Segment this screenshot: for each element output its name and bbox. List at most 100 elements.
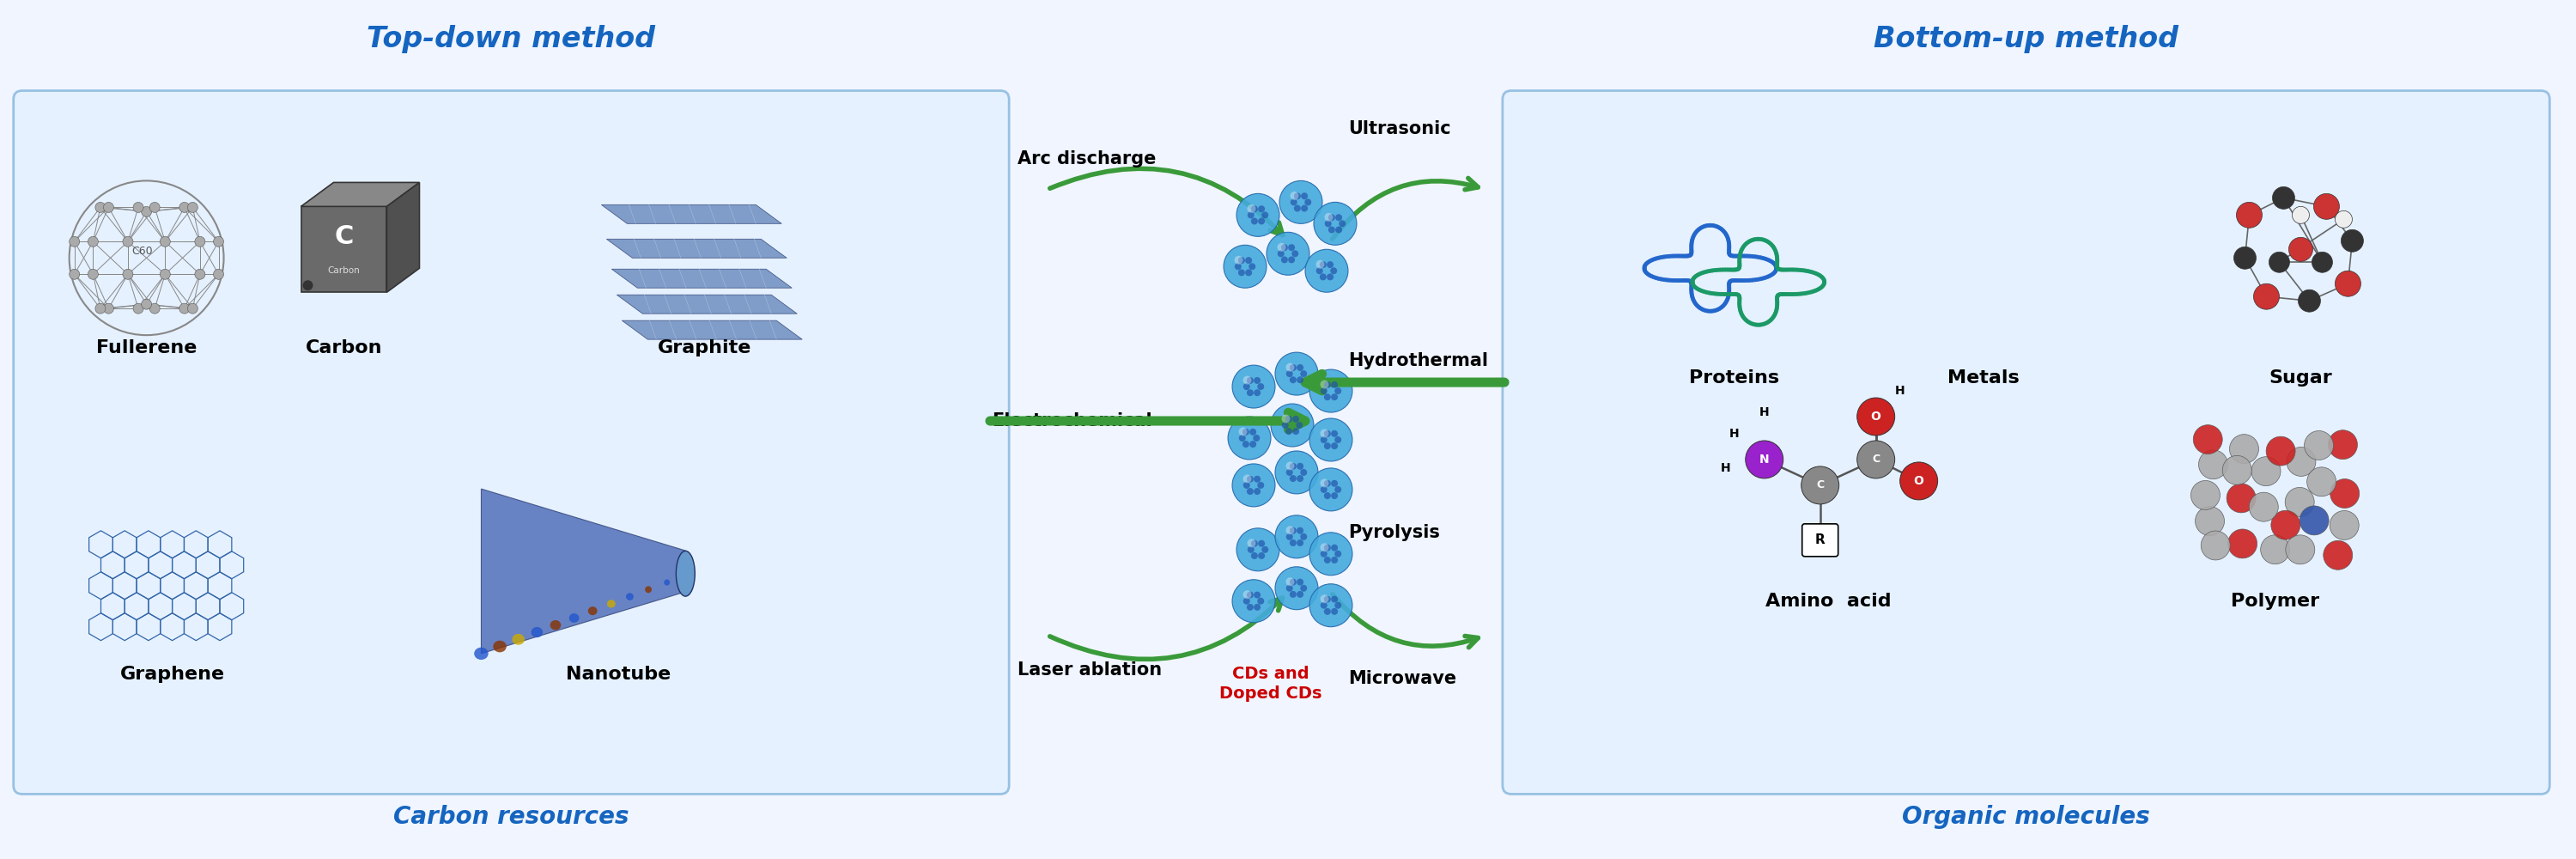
Circle shape <box>1324 381 1332 388</box>
Circle shape <box>1291 539 1296 546</box>
Circle shape <box>1334 436 1342 443</box>
Circle shape <box>2269 252 2290 272</box>
Circle shape <box>1332 393 1337 400</box>
Circle shape <box>1288 256 1296 263</box>
Text: Carbon: Carbon <box>307 339 381 356</box>
Circle shape <box>1296 475 1303 482</box>
Circle shape <box>1324 442 1332 449</box>
Ellipse shape <box>569 613 580 623</box>
Circle shape <box>1324 480 1332 487</box>
Circle shape <box>1262 546 1267 553</box>
Circle shape <box>2272 510 2300 539</box>
Circle shape <box>1244 376 1252 385</box>
Circle shape <box>95 202 106 212</box>
Ellipse shape <box>608 600 616 608</box>
Circle shape <box>1283 422 1288 429</box>
Text: Graphite: Graphite <box>657 339 752 356</box>
Circle shape <box>1255 389 1260 396</box>
Circle shape <box>1321 486 1327 493</box>
FancyBboxPatch shape <box>13 91 1010 794</box>
Circle shape <box>1252 540 1257 547</box>
Circle shape <box>149 303 160 314</box>
Text: Ultrasonic: Ultrasonic <box>1347 120 1450 137</box>
Text: C: C <box>1873 454 1880 465</box>
Circle shape <box>2306 431 2334 460</box>
Circle shape <box>1291 198 1298 205</box>
Circle shape <box>1334 387 1342 394</box>
Circle shape <box>2293 206 2308 223</box>
Circle shape <box>1244 482 1249 489</box>
Circle shape <box>1334 226 1342 233</box>
Circle shape <box>1332 442 1337 449</box>
Circle shape <box>1249 429 1257 436</box>
Circle shape <box>1329 226 1334 233</box>
Circle shape <box>1332 596 1337 603</box>
Circle shape <box>1334 214 1342 221</box>
Text: Carbon: Carbon <box>327 266 361 275</box>
Circle shape <box>1270 404 1314 447</box>
Circle shape <box>2300 506 2329 535</box>
Circle shape <box>1234 263 1242 270</box>
Circle shape <box>1319 261 1327 268</box>
Circle shape <box>1231 365 1275 408</box>
Circle shape <box>1291 250 1298 257</box>
Circle shape <box>1257 540 1265 547</box>
Circle shape <box>124 236 134 247</box>
Circle shape <box>88 269 98 279</box>
Circle shape <box>1293 416 1298 423</box>
Circle shape <box>1324 596 1332 603</box>
Circle shape <box>1291 192 1298 200</box>
Ellipse shape <box>683 573 688 578</box>
Circle shape <box>1278 250 1285 257</box>
Circle shape <box>1316 260 1324 269</box>
Circle shape <box>1244 474 1252 483</box>
Circle shape <box>1332 381 1337 388</box>
Circle shape <box>1285 363 1293 372</box>
Circle shape <box>2334 271 2360 296</box>
Polygon shape <box>600 204 781 223</box>
Text: Amino  acid: Amino acid <box>1765 593 1891 610</box>
Text: Pyrolysis: Pyrolysis <box>1347 524 1440 541</box>
Circle shape <box>1252 552 1257 559</box>
Circle shape <box>1332 492 1337 499</box>
Circle shape <box>1255 604 1260 611</box>
Circle shape <box>1244 383 1249 390</box>
Circle shape <box>70 269 80 279</box>
Circle shape <box>1262 211 1267 218</box>
Circle shape <box>1255 476 1260 483</box>
Circle shape <box>180 303 191 314</box>
Circle shape <box>1319 478 1329 487</box>
Circle shape <box>134 202 144 212</box>
Circle shape <box>1324 393 1332 400</box>
Circle shape <box>1309 533 1352 576</box>
Circle shape <box>2190 480 2221 509</box>
Circle shape <box>2200 531 2231 560</box>
Ellipse shape <box>587 606 598 615</box>
Circle shape <box>1247 592 1255 599</box>
Ellipse shape <box>665 579 670 586</box>
Circle shape <box>1247 211 1255 218</box>
Circle shape <box>2249 492 2277 521</box>
Circle shape <box>88 236 98 247</box>
Circle shape <box>1285 461 1293 470</box>
Circle shape <box>1324 492 1332 499</box>
Circle shape <box>2226 484 2257 513</box>
Circle shape <box>1275 352 1319 395</box>
Circle shape <box>1257 217 1265 224</box>
Circle shape <box>2298 289 2321 312</box>
Circle shape <box>1303 198 1311 205</box>
FancyBboxPatch shape <box>1502 91 2550 794</box>
Circle shape <box>1249 441 1257 448</box>
Circle shape <box>1301 533 1306 540</box>
Circle shape <box>2251 457 2280 486</box>
Circle shape <box>1293 205 1301 211</box>
Circle shape <box>1319 381 1329 389</box>
Polygon shape <box>386 182 420 292</box>
Circle shape <box>1293 192 1301 199</box>
Circle shape <box>1301 585 1306 592</box>
Circle shape <box>1247 539 1257 547</box>
Circle shape <box>1296 422 1303 429</box>
Circle shape <box>1316 267 1324 274</box>
Circle shape <box>2285 535 2316 564</box>
Circle shape <box>2324 540 2352 570</box>
